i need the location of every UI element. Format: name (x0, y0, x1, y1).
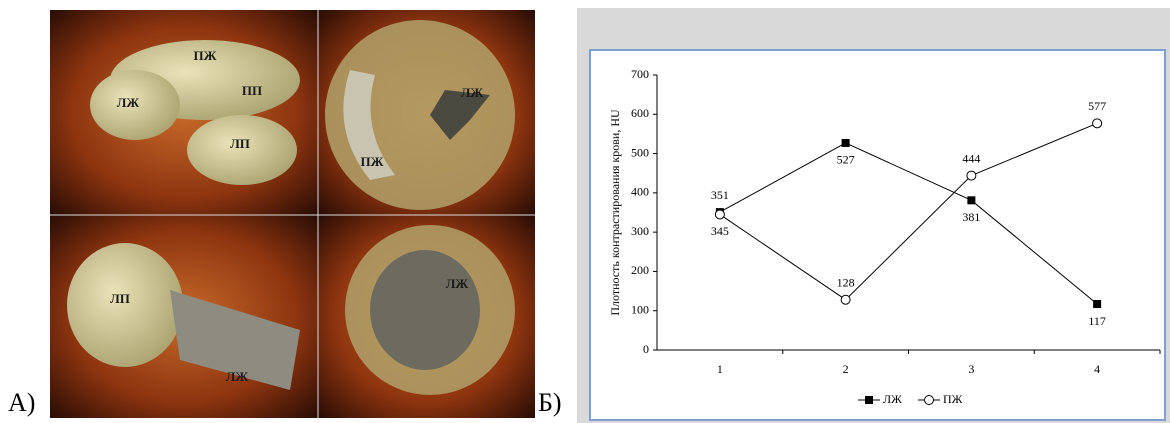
marker (715, 210, 724, 219)
y-tick-label: 300 (631, 224, 649, 238)
x-tick-label: 2 (843, 362, 849, 376)
panel-label: А) (8, 388, 35, 417)
panel-label: Б) (538, 388, 562, 417)
y-tick-label: 200 (631, 263, 649, 277)
figure: А) Б) ПЖ ПП ЛЖ ЛП ЛЖ ПЖ ЛП ЛЖ ЛЖ 0 100 200 300 400 500… (0, 0, 1170, 423)
legend-marker (865, 396, 873, 404)
marker (967, 171, 976, 180)
data-label: 381 (962, 210, 980, 224)
image-label: ПП (242, 83, 262, 98)
image-label: ЛЖ (117, 95, 140, 110)
marker (967, 196, 975, 204)
image-label: ЛП (110, 291, 130, 306)
x-tick-label: 4 (1094, 362, 1100, 376)
legend-label: ЛЖ (883, 392, 902, 406)
marker (842, 139, 850, 147)
data-label: 444 (962, 151, 980, 165)
y-tick-label: 700 (631, 67, 649, 81)
image-label: ЛЖ (461, 85, 484, 100)
data-label: 345 (711, 224, 729, 238)
marker (1093, 119, 1102, 128)
marker (841, 295, 850, 304)
x-tick-label: 1 (717, 362, 723, 376)
image-label: ЛП (230, 136, 250, 151)
y-tick-label: 400 (631, 185, 649, 199)
data-label: 128 (837, 275, 855, 289)
y-tick-label: 600 (631, 106, 649, 120)
image-label: ЛЖ (446, 276, 469, 291)
image-label: ПЖ (361, 154, 384, 169)
legend-label: ПЖ (943, 392, 963, 406)
image-label: ПЖ (194, 48, 217, 63)
data-label: 577 (1088, 99, 1106, 113)
x-tick-label: 3 (968, 362, 974, 376)
data-label: 527 (837, 153, 855, 167)
marker (1093, 300, 1101, 308)
y-axis-label: Плотность контрастирования крови, HU (608, 109, 622, 316)
y-tick-label: 500 (631, 145, 649, 159)
ct-images (50, 10, 535, 418)
data-label: 117 (1088, 314, 1106, 328)
y-tick-label: 100 (631, 302, 649, 316)
chart-area (590, 50, 1165, 420)
legend-marker (925, 396, 934, 405)
image-label: ЛЖ (226, 369, 249, 384)
data-label: 351 (711, 188, 729, 202)
y-tick-label: 0 (643, 342, 649, 356)
